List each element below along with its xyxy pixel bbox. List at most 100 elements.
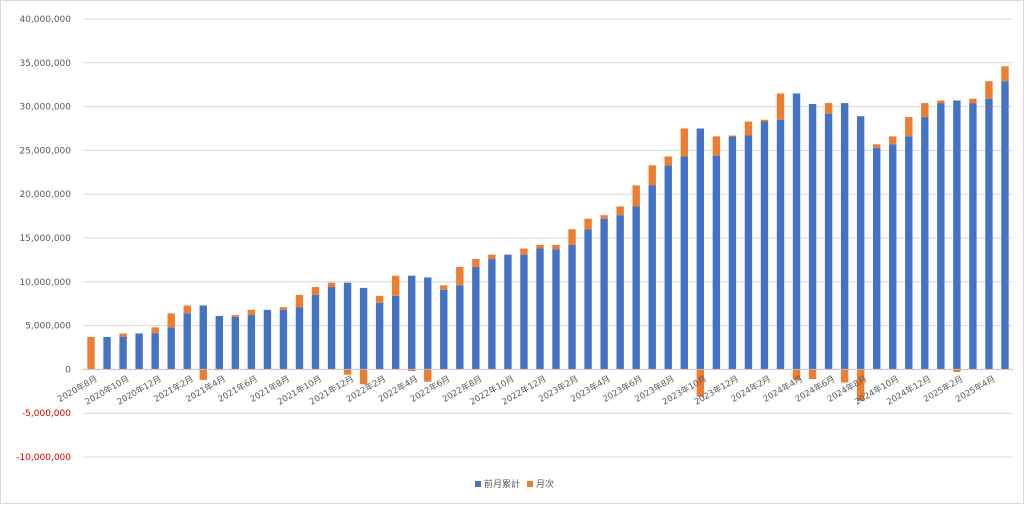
bar-monthly	[664, 156, 672, 166]
y-tick-label: -5,000,000	[22, 409, 71, 419]
bar-cumulative	[231, 316, 240, 370]
y-tick-label: 30,000,000	[19, 103, 71, 113]
bar-cumulative	[600, 218, 608, 370]
bar-cumulative	[889, 144, 897, 370]
bar-cumulative	[536, 248, 544, 370]
legend-swatch	[475, 481, 481, 487]
bar-cumulative	[760, 121, 769, 370]
bar-monthly	[295, 294, 304, 308]
bar-monthly	[632, 185, 640, 207]
bar-monthly	[889, 136, 897, 145]
bar-cumulative	[696, 128, 705, 370]
bar-cumulative	[327, 287, 336, 370]
bar-cumulative	[792, 93, 801, 370]
bar-cumulative	[648, 185, 656, 370]
bar-cumulative	[840, 103, 849, 370]
bar-cumulative	[584, 229, 592, 370]
bar-cumulative	[119, 336, 127, 370]
bar-monthly	[873, 144, 881, 148]
bar-cumulative	[247, 315, 256, 370]
bar-monthly	[953, 369, 961, 373]
bar-cumulative	[263, 309, 272, 370]
bar-monthly	[744, 121, 753, 136]
bar-cumulative	[311, 294, 320, 370]
bar-cumulative	[568, 245, 576, 370]
bar-monthly	[712, 136, 721, 156]
bar-monthly	[905, 117, 913, 137]
legend-swatch	[527, 481, 533, 487]
legend-label: 前月累計	[484, 478, 520, 490]
bar-cumulative	[488, 259, 496, 370]
bar-cumulative	[167, 327, 175, 370]
y-tick-label: -10,000,000	[16, 453, 71, 463]
bar-cumulative	[1001, 81, 1009, 370]
bar-cumulative	[552, 249, 560, 370]
bar-cumulative	[712, 155, 721, 370]
bar-monthly	[648, 165, 656, 186]
bar-cumulative	[985, 98, 993, 370]
y-tick-label: 25,000,000	[19, 146, 71, 156]
bar-cumulative	[873, 147, 881, 370]
bar-monthly	[87, 336, 95, 370]
bar-cumulative	[616, 215, 624, 370]
bar-cumulative	[969, 103, 977, 370]
bar-cumulative	[953, 100, 961, 370]
bar-monthly	[520, 248, 528, 255]
legend-label: 月次	[536, 478, 554, 490]
bar-cumulative	[937, 103, 945, 370]
bar-monthly	[937, 100, 945, 104]
bar-monthly	[408, 369, 416, 372]
bar-monthly	[391, 275, 400, 296]
bar-monthly	[680, 128, 688, 157]
bar-monthly	[327, 282, 336, 288]
bar-cumulative	[359, 287, 368, 370]
bar-cumulative	[632, 206, 640, 370]
bar-monthly	[375, 295, 384, 303]
bar-cumulative	[728, 136, 737, 370]
bar-monthly	[568, 229, 576, 246]
bar-monthly	[856, 369, 865, 401]
bar-monthly	[728, 135, 737, 137]
bar-cumulative	[391, 295, 400, 370]
bar-monthly	[616, 206, 624, 216]
bar-monthly	[792, 369, 801, 380]
bar-monthly	[808, 369, 817, 380]
bar-monthly	[424, 369, 432, 382]
bar-cumulative	[408, 275, 416, 370]
bar-monthly	[552, 245, 560, 250]
bar-monthly	[696, 369, 705, 397]
y-tick-label: 20,000,000	[19, 190, 71, 200]
y-tick-label: 40,000,000	[19, 15, 71, 25]
y-tick-label: 5,000,000	[25, 322, 71, 332]
bar-cumulative	[680, 156, 688, 370]
bar-monthly	[247, 309, 256, 316]
bar-cumulative	[375, 302, 384, 370]
bar-monthly	[776, 93, 785, 120]
bar-monthly	[488, 254, 496, 260]
bar-monthly	[231, 315, 240, 317]
bar-monthly	[840, 369, 849, 383]
bar-monthly	[985, 81, 993, 99]
x-axis-tick-labels: 2020年8月2020年10月2020年12月2021年2月2021年4月202…	[56, 373, 998, 407]
bar-cumulative	[776, 119, 785, 370]
bar-cumulative	[664, 165, 672, 370]
bar-cumulative	[808, 103, 817, 370]
legend: 前月累計 月次	[475, 478, 554, 490]
bar-cumulative	[744, 135, 753, 370]
bar-cumulative	[135, 333, 143, 370]
bar-monthly	[969, 98, 977, 104]
bar-cumulative	[199, 305, 207, 370]
bar-cumulative	[424, 277, 432, 370]
bar-monthly	[199, 369, 207, 380]
bar-monthly	[760, 119, 769, 122]
bar-monthly	[359, 369, 368, 385]
bar-cumulative	[504, 254, 512, 370]
bar-cumulative	[921, 117, 929, 370]
bar-monthly	[440, 285, 448, 290]
bar-monthly	[456, 266, 464, 286]
bar-monthly	[279, 307, 288, 310]
y-tick-label: 35,000,000	[19, 59, 71, 69]
bar-cumulative	[456, 285, 464, 370]
bar-monthly	[600, 215, 608, 219]
